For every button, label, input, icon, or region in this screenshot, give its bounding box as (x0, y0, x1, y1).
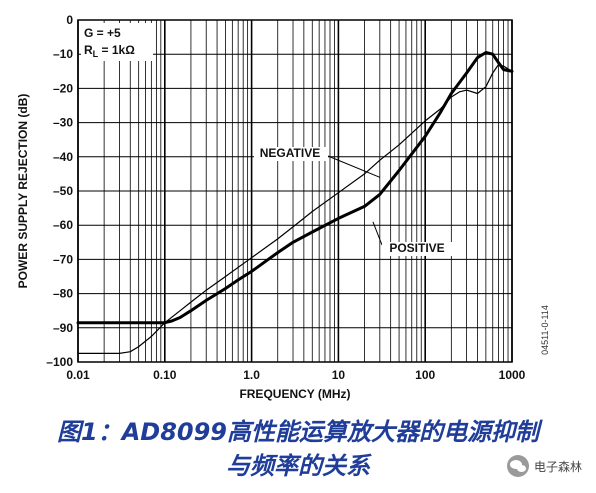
conditions-box: G = +5 RL = 1kΩ (81, 23, 153, 61)
x-axis-label: FREQUENCY (MHz) (239, 387, 350, 401)
psr-chart: 0.01 0.10 1.0 10 100 1000 0 –10 –20 –30 –40 –50 –60 –… (16, 13, 550, 401)
y-tick-label: –80 (53, 287, 73, 301)
y-tick-label: –60 (53, 218, 73, 232)
series-label-positive: POSITIVE (389, 241, 444, 255)
y-tick-label: –50 (53, 184, 73, 198)
x-tick-label: 1.0 (243, 368, 260, 382)
series-label-negative: NEGATIVE (260, 146, 320, 160)
y-tick-label: –20 (53, 81, 73, 95)
series-line-positive (76, 51, 514, 325)
watermark: 电子森林 (506, 455, 582, 477)
load-condition: RL = 1kΩ (84, 43, 135, 59)
y-tick-label: –100 (46, 355, 73, 369)
y-tick-label: –40 (53, 150, 73, 164)
watermark-text: 电子森林 (533, 459, 582, 474)
caption-line-1: 图1：AD8099高性能运算放大器的电源抑制 (57, 418, 539, 446)
y-tick-label: –10 (53, 47, 73, 61)
plot-frame (77, 19, 513, 363)
annotation-bg (254, 147, 328, 161)
annotation-bg (382, 242, 452, 256)
major-gridlines (77, 19, 513, 363)
leader-line-positive (372, 221, 383, 246)
x-tick-label: 10 (332, 368, 346, 382)
series-layer (76, 51, 514, 354)
x-tick-label: 100 (415, 368, 435, 382)
x-tick-label: 0.01 (66, 368, 90, 382)
y-tick-label: –30 (53, 116, 73, 130)
gain-condition: G = +5 (84, 26, 121, 40)
y-tick-label: –70 (53, 252, 73, 266)
figure-id: 04511-0-114 (540, 305, 550, 355)
y-tick-label: 0 (66, 13, 73, 27)
tick-labels: 0.01 0.10 1.0 10 100 1000 0 –10 –20 –30 –40 –50 –60 –… (46, 13, 525, 382)
wechat-icon (506, 455, 529, 477)
x-tick-label: 0.10 (153, 368, 177, 382)
y-tick-label: –90 (53, 321, 73, 335)
series-line-negative (77, 63, 513, 354)
y-axis-label: POWER SUPPLY REJECTION (dB) (16, 94, 30, 289)
x-tick-label: 1000 (499, 368, 526, 382)
leader-line-negative (327, 155, 381, 178)
caption-line-2: 与频率的关系 (226, 452, 370, 480)
annotations: NEGATIVE POSITIVE (254, 146, 452, 256)
